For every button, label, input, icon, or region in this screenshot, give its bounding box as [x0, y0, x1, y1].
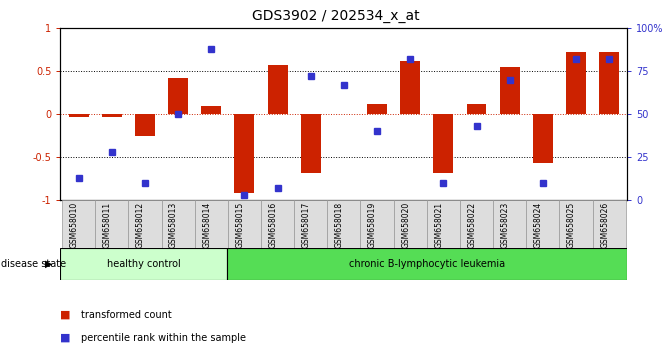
Bar: [135, 114, 155, 137]
Bar: [261, 200, 294, 248]
Bar: [500, 67, 519, 114]
Text: GSM658015: GSM658015: [236, 201, 244, 248]
Text: chronic B-lymphocytic leukemia: chronic B-lymphocytic leukemia: [349, 259, 505, 269]
Text: GSM658026: GSM658026: [600, 201, 609, 248]
Bar: [493, 200, 526, 248]
Text: GSM658016: GSM658016: [268, 201, 278, 248]
Bar: [201, 105, 221, 114]
Text: percentile rank within the sample: percentile rank within the sample: [81, 333, 246, 343]
Text: GSM658021: GSM658021: [434, 201, 444, 247]
Bar: [60, 248, 227, 280]
Bar: [599, 52, 619, 114]
Bar: [592, 200, 626, 248]
Bar: [228, 200, 261, 248]
Text: ■: ■: [60, 310, 71, 320]
Bar: [327, 200, 360, 248]
Text: GSM658022: GSM658022: [468, 201, 476, 247]
Bar: [401, 61, 420, 114]
Bar: [301, 114, 321, 172]
Text: GSM658011: GSM658011: [103, 201, 112, 247]
Bar: [427, 200, 460, 248]
Bar: [62, 200, 95, 248]
Bar: [268, 65, 287, 114]
Text: GSM658023: GSM658023: [501, 201, 510, 248]
Bar: [234, 114, 254, 193]
Text: GSM658010: GSM658010: [70, 201, 79, 248]
Bar: [526, 200, 560, 248]
Bar: [68, 114, 89, 117]
Text: GSM658013: GSM658013: [169, 201, 178, 248]
Bar: [466, 104, 486, 114]
Text: transformed count: transformed count: [81, 310, 171, 320]
Text: GSM658024: GSM658024: [534, 201, 543, 248]
Bar: [195, 200, 228, 248]
Text: disease state: disease state: [1, 259, 66, 269]
Bar: [360, 200, 394, 248]
Bar: [162, 200, 195, 248]
Bar: [560, 200, 592, 248]
Bar: [128, 200, 162, 248]
Bar: [168, 78, 188, 114]
Text: GSM658017: GSM658017: [302, 201, 311, 248]
Bar: [566, 52, 586, 114]
Bar: [460, 200, 493, 248]
Text: GSM658018: GSM658018: [335, 201, 344, 247]
Bar: [227, 248, 627, 280]
Text: GSM658012: GSM658012: [136, 201, 145, 247]
Bar: [95, 200, 128, 248]
Text: healthy control: healthy control: [107, 259, 180, 269]
Text: GSM658020: GSM658020: [401, 201, 410, 248]
Text: GDS3902 / 202534_x_at: GDS3902 / 202534_x_at: [252, 9, 419, 23]
Text: ■: ■: [60, 333, 71, 343]
Bar: [102, 114, 121, 117]
Bar: [394, 200, 427, 248]
Text: GSM658025: GSM658025: [567, 201, 576, 248]
Bar: [294, 200, 327, 248]
Bar: [433, 114, 454, 172]
Bar: [367, 104, 387, 114]
Text: ▶: ▶: [45, 259, 53, 269]
Text: GSM658019: GSM658019: [368, 201, 377, 248]
Bar: [533, 114, 553, 163]
Text: GSM658014: GSM658014: [202, 201, 211, 248]
